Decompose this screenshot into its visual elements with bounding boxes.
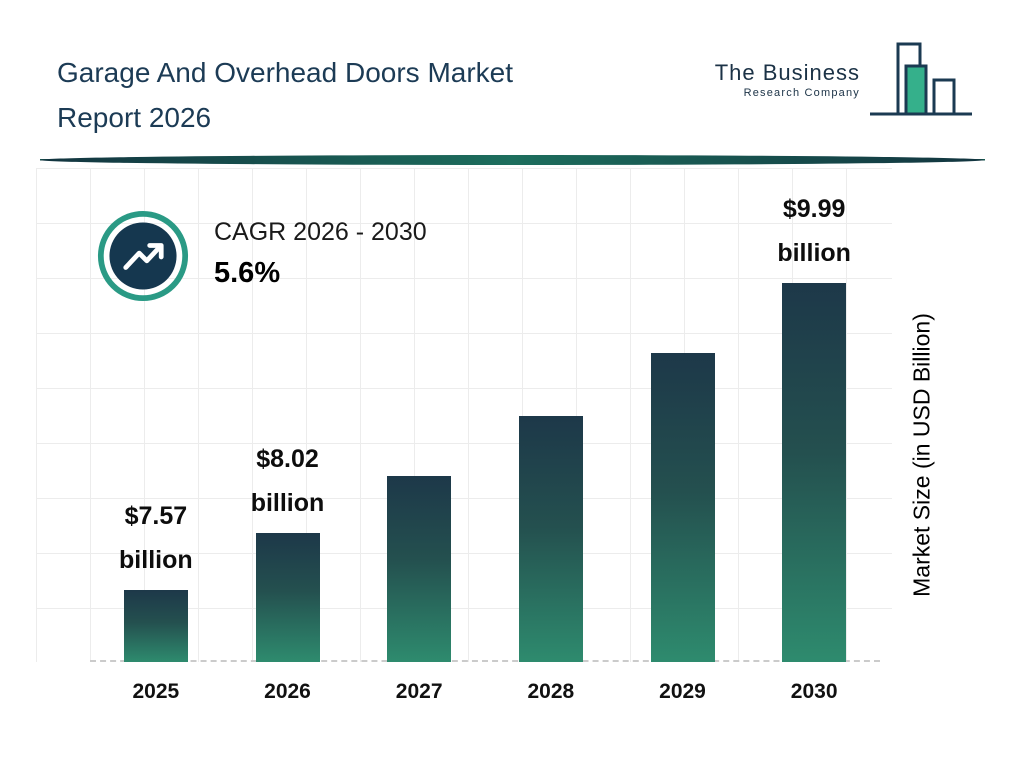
cagr-label: CAGR 2026 - 2030 xyxy=(214,218,427,246)
bar-2029 xyxy=(650,353,715,662)
x-tick-2025: 2025 xyxy=(132,680,180,703)
x-tick-2028: 2028 xyxy=(527,680,575,703)
logo-bar-chart-icon xyxy=(870,42,972,116)
bar-2025 xyxy=(123,590,188,662)
y-axis-label: Market Size (in USD Billion) xyxy=(908,313,935,597)
x-tick-2030: 2030 xyxy=(790,680,838,703)
x-axis-line xyxy=(90,660,880,662)
logo-subname: Research Company xyxy=(743,86,860,99)
bar-value-unit: billion xyxy=(119,546,193,574)
page-title: Garage And Overhead Doors Market Report … xyxy=(57,50,677,140)
company-logo: The Business Research Company xyxy=(715,40,974,118)
bar-value-amount: $9.99 xyxy=(782,195,846,223)
chart-gridlines xyxy=(36,168,892,662)
x-tick-2026: 2026 xyxy=(264,680,311,703)
trending-up-icon xyxy=(97,210,189,302)
page-title-line2: Report 2026 xyxy=(57,102,212,133)
bar-2027 xyxy=(387,476,452,662)
bar-2030 xyxy=(782,283,847,662)
bar-value-amount: $8.02 xyxy=(256,445,319,473)
company-logo-text: The Business Research Company xyxy=(715,60,860,99)
bar-value-label-2025: $7.57 billion xyxy=(66,494,246,582)
logo-name: The Business xyxy=(714,59,860,85)
bar-value-label-2026: $8.02 billion xyxy=(198,437,378,525)
x-tick-2029: 2029 xyxy=(659,680,706,703)
bar-value-label-2030: $9.99 billion xyxy=(724,187,904,275)
bar-value-unit: billion xyxy=(777,239,851,267)
bar-value-amount: $7.57 xyxy=(124,502,188,530)
cagr-callout: CAGR 2026 - 2030 5.6% xyxy=(97,210,427,302)
bar-chart: 2025 $7.57 billion 2026 $8.02 billion 2027 2028… xyxy=(90,180,880,703)
bar-value-unit: billion xyxy=(250,489,325,517)
cagr-text: CAGR 2026 - 2030 5.6% xyxy=(214,210,427,290)
page-title-line1: Garage And Overhead Doors Market xyxy=(57,57,514,88)
header-divider xyxy=(40,155,985,165)
bar-2028 xyxy=(518,416,583,662)
cagr-value: 5.6% xyxy=(214,257,281,289)
bar-2026 xyxy=(255,533,320,662)
x-tick-2027: 2027 xyxy=(395,680,443,703)
